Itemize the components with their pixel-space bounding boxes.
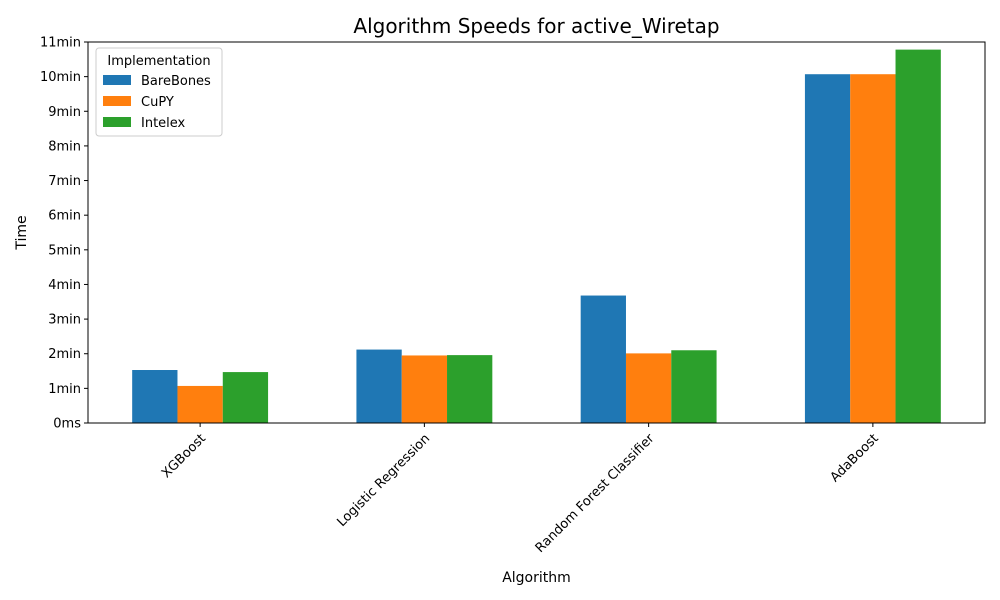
legend-swatch [103,117,131,127]
bar-cupy-2 [625,353,672,423]
legend-swatch [103,96,131,106]
y-tick-label: 3min [48,313,81,328]
bar-intelex-1 [447,355,493,423]
bar-cupy-3 [850,74,896,423]
chart-title: Algorithm Speeds for active_Wiretap [353,14,719,38]
y-tick-label: 9min [48,105,81,120]
y-axis-ticks: 0ms 1min 2min 3min 4min 5min 6min 7min 8min 9min 1… [40,36,88,432]
y-tick-label: 0ms [53,417,81,432]
bar-barebones-2 [580,295,626,423]
bar-intelex-3 [895,49,941,424]
plot-frame [87,41,986,424]
y-tick-label: 11min [40,36,81,51]
legend-label: BareBones [141,74,211,89]
legend: Implementation BareBones CuPY Intelex [95,47,223,137]
x-tick-label: Logistic Regression [334,431,433,530]
legend-box [95,47,223,137]
x-axis-ticks: XGBoost Logistic Regression Random Forest … [159,423,882,556]
bar-cupy-0 [177,385,223,423]
x-tick-label: AdaBoost [828,431,882,485]
bar-barebones-1 [356,349,402,423]
bar-barebones-3 [804,74,851,423]
y-tick-label: 7min [48,174,81,189]
y-tick-label: 8min [48,139,81,154]
y-tick-label: 2min [48,347,81,362]
legend-label: CuPY [141,95,174,110]
y-tick-label: 1min [48,382,81,397]
x-axis-label: Algorithm [502,570,571,586]
x-tick-label: XGBoost [159,431,209,481]
y-tick-label: 10min [40,70,81,85]
bar-barebones-0 [132,370,178,423]
bars-group [132,49,941,424]
y-tick-label: 6min [48,209,81,224]
bar-intelex-2 [671,350,717,423]
y-tick-label: 4min [48,278,81,293]
legend-title: Implementation [107,54,210,69]
legend-label: Intelex [141,116,186,131]
bar-cupy-1 [401,355,448,423]
y-axis-label: Time [14,215,30,250]
bar-intelex-0 [222,372,269,423]
x-tick-label: Random Forest Classifier [533,431,658,556]
legend-swatch [103,75,131,85]
y-tick-label: 5min [48,243,81,258]
